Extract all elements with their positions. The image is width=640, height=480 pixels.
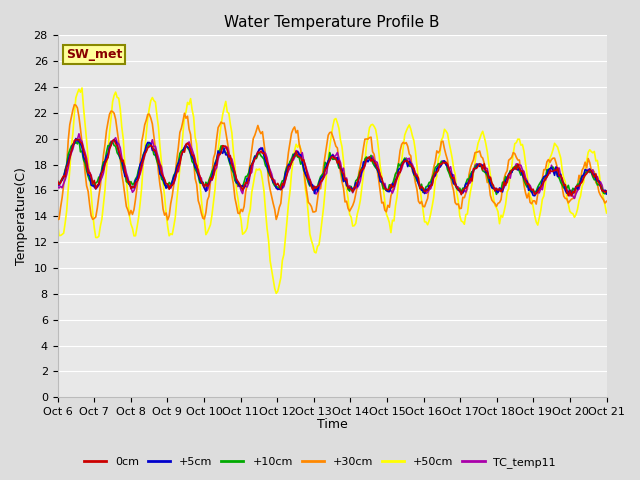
X-axis label: Time: Time (317, 419, 348, 432)
Legend: 0cm, +5cm, +10cm, +30cm, +50cm, TC_temp11: 0cm, +5cm, +10cm, +30cm, +50cm, TC_temp1… (79, 452, 561, 472)
Text: SW_met: SW_met (66, 48, 122, 61)
Y-axis label: Temperature(C): Temperature(C) (15, 168, 28, 265)
Title: Water Temperature Profile B: Water Temperature Profile B (224, 15, 440, 30)
